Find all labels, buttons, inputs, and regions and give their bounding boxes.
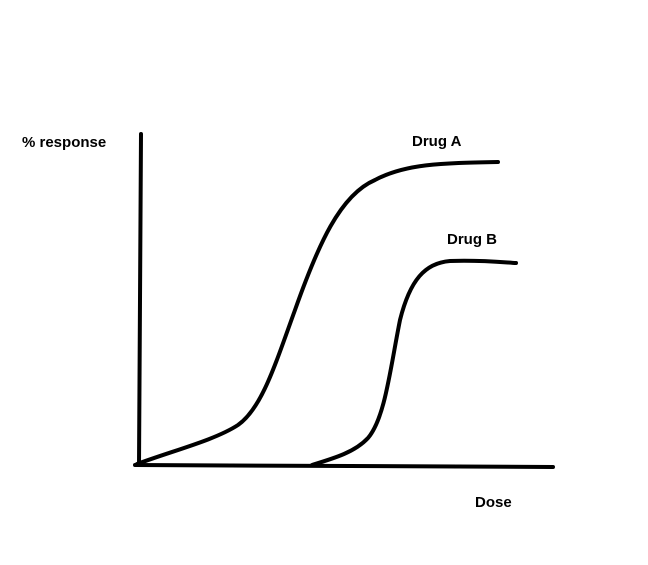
x-axis-label: Dose: [475, 494, 512, 511]
curve-label: Drug A: [412, 133, 462, 150]
drug-a-curve: [135, 160, 500, 466]
y-axis-label: % response: [22, 134, 106, 151]
y-axis: [137, 132, 143, 467]
drug-b-curve: [310, 258, 518, 467]
curve-label: Drug B: [447, 231, 497, 248]
x-axis: [133, 463, 555, 469]
